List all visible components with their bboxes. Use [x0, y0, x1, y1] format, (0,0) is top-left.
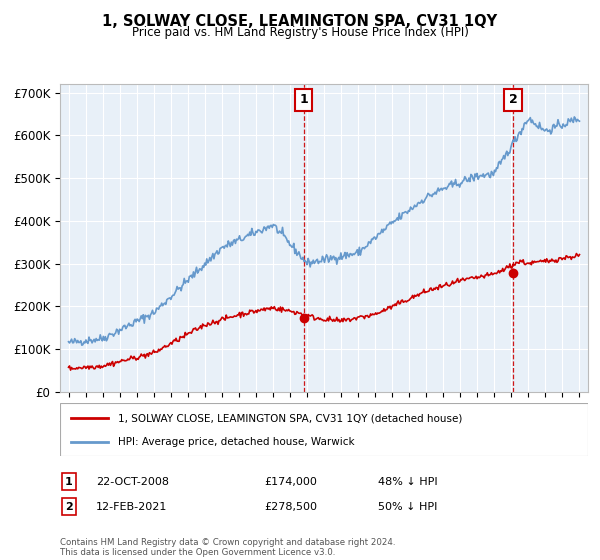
Text: 22-OCT-2008: 22-OCT-2008	[96, 477, 169, 487]
Text: 48% ↓ HPI: 48% ↓ HPI	[378, 477, 437, 487]
Text: 2: 2	[65, 502, 73, 512]
Text: Price paid vs. HM Land Registry's House Price Index (HPI): Price paid vs. HM Land Registry's House …	[131, 26, 469, 39]
Text: Contains HM Land Registry data © Crown copyright and database right 2024.
This d: Contains HM Land Registry data © Crown c…	[60, 538, 395, 557]
Text: 1: 1	[65, 477, 73, 487]
Text: £174,000: £174,000	[264, 477, 317, 487]
Text: 2: 2	[509, 93, 517, 106]
Text: 12-FEB-2021: 12-FEB-2021	[96, 502, 167, 512]
Text: £278,500: £278,500	[264, 502, 317, 512]
Text: 1, SOLWAY CLOSE, LEAMINGTON SPA, CV31 1QY: 1, SOLWAY CLOSE, LEAMINGTON SPA, CV31 1Q…	[103, 14, 497, 29]
Text: 1, SOLWAY CLOSE, LEAMINGTON SPA, CV31 1QY (detached house): 1, SOLWAY CLOSE, LEAMINGTON SPA, CV31 1Q…	[118, 413, 463, 423]
Text: 1: 1	[299, 93, 308, 106]
Text: 50% ↓ HPI: 50% ↓ HPI	[378, 502, 437, 512]
Text: HPI: Average price, detached house, Warwick: HPI: Average price, detached house, Warw…	[118, 436, 355, 446]
